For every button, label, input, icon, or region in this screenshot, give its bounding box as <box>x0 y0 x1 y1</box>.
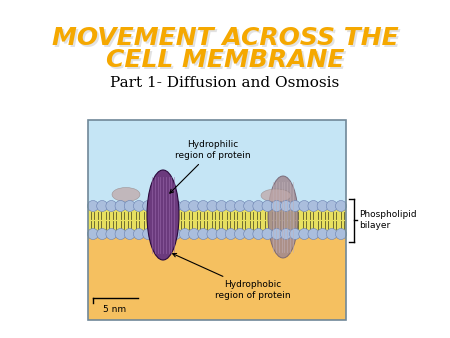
Bar <box>88 230 346 320</box>
Circle shape <box>280 228 292 240</box>
Circle shape <box>326 200 338 212</box>
Circle shape <box>134 228 144 240</box>
Circle shape <box>87 200 99 212</box>
Circle shape <box>161 228 172 240</box>
Circle shape <box>234 228 245 240</box>
Circle shape <box>253 200 264 212</box>
Circle shape <box>97 228 108 240</box>
Bar <box>88 210 346 231</box>
Circle shape <box>336 200 346 212</box>
Circle shape <box>189 200 199 212</box>
Circle shape <box>134 200 144 212</box>
Circle shape <box>289 200 301 212</box>
Ellipse shape <box>261 189 291 202</box>
Circle shape <box>152 228 163 240</box>
Circle shape <box>308 228 319 240</box>
Circle shape <box>180 228 190 240</box>
Circle shape <box>243 200 255 212</box>
Ellipse shape <box>268 176 298 258</box>
Circle shape <box>143 200 153 212</box>
Ellipse shape <box>147 170 179 260</box>
Circle shape <box>207 228 218 240</box>
Circle shape <box>262 200 273 212</box>
Text: Part 1- Diffusion and Osmosis: Part 1- Diffusion and Osmosis <box>110 76 340 90</box>
Text: CELL MEMBRANE: CELL MEMBRANE <box>106 48 344 72</box>
Text: MOVEMENT ACROSS THE: MOVEMENT ACROSS THE <box>54 28 400 52</box>
Circle shape <box>124 200 135 212</box>
Circle shape <box>216 228 227 240</box>
Text: Hydrophobic
region of protein: Hydrophobic region of protein <box>173 254 291 300</box>
Circle shape <box>180 200 190 212</box>
Circle shape <box>289 228 301 240</box>
Circle shape <box>170 200 181 212</box>
Circle shape <box>326 228 338 240</box>
Circle shape <box>189 228 199 240</box>
Circle shape <box>198 228 209 240</box>
Bar <box>88 120 346 320</box>
Circle shape <box>106 228 117 240</box>
Bar <box>88 120 346 230</box>
Text: 5 nm: 5 nm <box>104 305 126 314</box>
Circle shape <box>87 228 99 240</box>
Circle shape <box>198 200 209 212</box>
Text: Phospholipid
bilayer: Phospholipid bilayer <box>359 210 417 230</box>
Circle shape <box>115 200 126 212</box>
Circle shape <box>271 228 282 240</box>
Circle shape <box>308 200 319 212</box>
Circle shape <box>216 200 227 212</box>
Circle shape <box>225 228 236 240</box>
Circle shape <box>124 228 135 240</box>
Circle shape <box>243 228 255 240</box>
Circle shape <box>262 228 273 240</box>
Circle shape <box>253 228 264 240</box>
Circle shape <box>115 228 126 240</box>
Circle shape <box>225 200 236 212</box>
Circle shape <box>234 200 245 212</box>
Ellipse shape <box>112 188 140 201</box>
Circle shape <box>317 228 328 240</box>
Circle shape <box>170 228 181 240</box>
Circle shape <box>336 228 346 240</box>
Text: MOVEMENT ACROSS THE: MOVEMENT ACROSS THE <box>52 26 398 50</box>
Circle shape <box>299 228 310 240</box>
Circle shape <box>152 200 163 212</box>
Circle shape <box>299 200 310 212</box>
Circle shape <box>271 200 282 212</box>
Text: CELL MEMBRANE: CELL MEMBRANE <box>108 50 346 74</box>
Text: Hydrophilic
region of protein: Hydrophilic region of protein <box>170 140 251 193</box>
Circle shape <box>280 200 292 212</box>
Circle shape <box>207 200 218 212</box>
Circle shape <box>143 228 153 240</box>
Circle shape <box>161 200 172 212</box>
Circle shape <box>97 200 108 212</box>
Circle shape <box>317 200 328 212</box>
Circle shape <box>106 200 117 212</box>
